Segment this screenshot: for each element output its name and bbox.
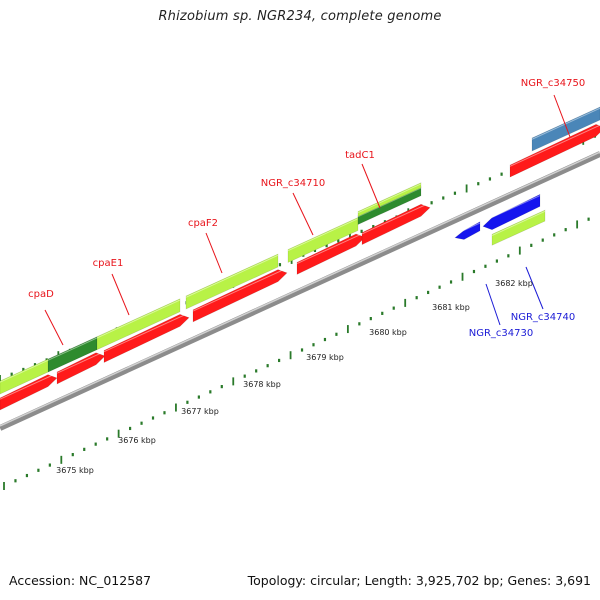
topology-text: Topology: circular; Length: 3,925,702 bp… [247, 573, 591, 588]
kbp-label: 3681 kbp [432, 303, 470, 312]
leader-tadC1 [361, 163, 381, 209]
gene-red-6-shine [361, 204, 426, 235]
gene-red-2 [56, 352, 106, 385]
backbone-line [0, 151, 600, 431]
gene-cpaD-dark-shine [47, 337, 98, 361]
kbp-label: 3682 kbp [495, 279, 533, 288]
gene-label: tadC1 [345, 150, 375, 161]
leader-cpaF2 [205, 232, 223, 274]
leader-cpaD [44, 309, 64, 346]
gene-red-7 [509, 124, 600, 178]
gene-tadC1-light-shine [357, 183, 422, 214]
gene-red-4-shine [192, 269, 283, 312]
gene-red-6 [361, 203, 431, 246]
gene-cpaF2-shine [185, 254, 279, 298]
gene-red-5 [296, 233, 366, 275]
gene-cpaE1 [96, 298, 181, 351]
gene-red-4 [192, 269, 288, 323]
gene-red-1 [0, 374, 58, 411]
gene-NGR_c34710 [287, 217, 359, 263]
gene-cpaE1-shine [96, 299, 181, 339]
map-title: Rhizobium sp. NGR234, complete genome [158, 9, 442, 24]
gene-NGR_c34730 [454, 221, 481, 240]
gene-red-3 [103, 314, 190, 363]
genome-backbone [0, 151, 600, 431]
gene-label: NGR_c34750 [521, 78, 586, 89]
leader-NGR_c34710 [292, 192, 314, 236]
gene-labels: cpaD cpaE1 cpaF2 NGR_c34710 tadC1 NGR_c34750 N… [28, 78, 585, 339]
gene-fragment-left-shine [0, 359, 49, 383]
kbp-label: 3677 kbp [181, 407, 219, 416]
gene-label: NGR_c34740 [511, 312, 576, 323]
kbp-ruler: 3675 kbp 3676 kbp 3677 kbp 3678 kbp 3679 kbp… [56, 279, 533, 475]
backbone-highlight [0, 151, 600, 427]
gene-NGR_c34710-shine [287, 218, 359, 252]
gene-label: cpaE1 [93, 258, 124, 269]
gene-label: cpaD [28, 289, 54, 300]
gene-cpaF2 [185, 253, 279, 310]
gene-NGR_c34740-shine [491, 210, 546, 236]
accession-text: Accession: NC_012587 [9, 573, 152, 588]
gene-features [0, 106, 600, 411]
gene-red-3-shine [103, 314, 185, 353]
kbp-label: 3679 kbp [306, 353, 344, 362]
kbp-label: 3675 kbp [56, 466, 94, 475]
gene-label: cpaF2 [188, 218, 218, 229]
inner-tick-marks [3, 217, 590, 490]
gene-red-7-shine [509, 124, 600, 167]
leader-NGR_c34740 [525, 266, 544, 310]
gene-red-1-shine [0, 374, 53, 400]
leader-NGR_c34750 [553, 94, 571, 138]
gene-blue-2-shine [487, 195, 541, 220]
gene-tadC1-light [357, 182, 422, 217]
gene-NGR_c34750 [531, 106, 600, 152]
gene-tadC1-dark-shine [357, 187, 422, 218]
label-leaders [44, 94, 571, 346]
gene-NGR_c34730-shine [459, 222, 481, 233]
gene-label: NGR_c34730 [469, 328, 534, 339]
kbp-label: 3676 kbp [118, 436, 156, 445]
gene-NGR_c34740 [491, 209, 546, 246]
gene-fragment-left [0, 358, 49, 395]
gene-blue-2 [482, 193, 541, 231]
gene-red-2-shine [56, 353, 101, 374]
leader-NGR_c34730 [485, 283, 501, 326]
gene-red-5-shine [296, 234, 361, 265]
kbp-label: 3678 kbp [243, 380, 281, 389]
kbp-label: 3680 kbp [369, 328, 407, 337]
gene-NGR_c34750-shine [531, 107, 600, 140]
gene-label: NGR_c34710 [261, 178, 326, 189]
leader-cpaE1 [111, 273, 130, 316]
